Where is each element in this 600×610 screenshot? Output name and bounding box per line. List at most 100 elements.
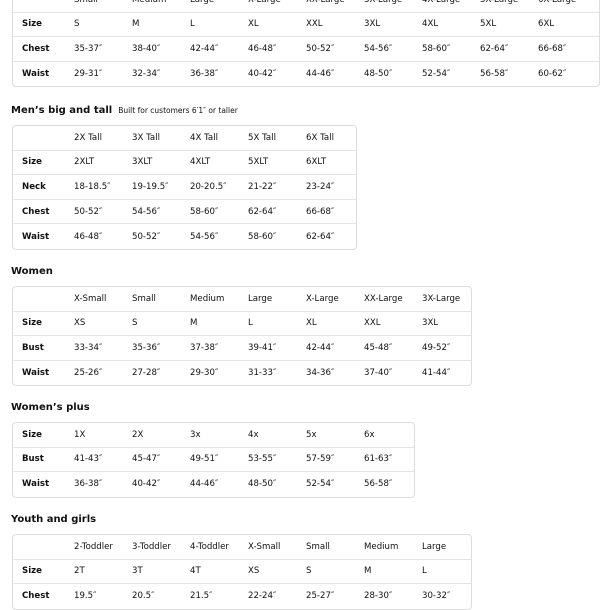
table-cell: 2T — [74, 566, 85, 577]
table-cell: 2XLT — [74, 157, 95, 168]
row-label: Chest — [22, 206, 50, 217]
table-cell: 6XLT — [306, 157, 327, 168]
table-cell: 53-55″ — [248, 454, 277, 465]
column-header: X-Large — [306, 293, 339, 304]
column-header: Small — [132, 293, 156, 304]
table-cell: 29-31″ — [74, 69, 103, 80]
table-cell: 35-37″ — [74, 43, 103, 54]
table-cell: 58-60″ — [422, 43, 451, 54]
table-cell: 66-68″ — [306, 206, 335, 217]
table-cell: L — [190, 19, 195, 30]
table-cell: 49-51″ — [190, 454, 219, 465]
section-title: Women’s plus — [11, 402, 90, 413]
row-label: Waist — [22, 479, 50, 490]
table-cell: 19.5″ — [74, 591, 97, 602]
row-label: Chest — [22, 43, 50, 54]
table-cell: 45-48″ — [364, 342, 393, 353]
table-cell: 25-26″ — [74, 368, 103, 379]
table-cell: 61-63″ — [364, 454, 393, 465]
table-cell: 4XLT — [190, 157, 211, 168]
table-cell: XS — [74, 318, 86, 329]
table-cell: S — [132, 318, 138, 329]
table-cell: 56-58″ — [364, 479, 393, 490]
table-cell: 1X — [74, 429, 86, 440]
table-cell: 58-60″ — [248, 231, 277, 242]
table-cell: 23-24″ — [306, 181, 335, 192]
header-row: 2-Toddler 3-Toddler 4-Toddler X-Small Small M… — [13, 535, 471, 560]
column-header: Medium — [364, 541, 399, 552]
table-cell: 37-40″ — [364, 368, 393, 379]
table-cell: 50-52″ — [306, 43, 335, 54]
section-title: Youth and girls — [11, 514, 96, 525]
table-cell: 52-54″ — [306, 479, 335, 490]
table-cell: 4XL — [422, 19, 439, 30]
table-cell: 50-52″ — [132, 231, 161, 242]
table-cell: 3T — [132, 566, 143, 577]
table-row: Size 1X 2X 3x 4x 5x 6x — [13, 423, 414, 448]
table-cell: 31-33″ — [248, 368, 277, 379]
size-table: 2X Tall 3X Tall 4X Tall 5X Tall 6X Tall Size 2… — [12, 125, 357, 250]
table-cell: 60-62″ — [538, 69, 567, 80]
size-table: X-Small Small Medium Large X-Large XX-Large 3X… — [12, 286, 472, 387]
column-header: 4X-Large — [422, 0, 460, 12]
column-header: 2X Tall — [74, 132, 102, 143]
column-header: Small — [306, 541, 330, 552]
table-cell: 66-68″ — [538, 43, 567, 54]
table-cell: 62-64″ — [248, 206, 277, 217]
table-cell: 46-48″ — [74, 231, 103, 242]
table-cell: 54-56″ — [190, 231, 219, 242]
table-cell: 46-48″ — [248, 43, 277, 54]
header-row: X-Small Small Medium Large X-Large XX-Large 3X… — [13, 287, 471, 312]
table-cell: 39-41″ — [248, 342, 277, 353]
table-cell: 48-50″ — [248, 479, 277, 490]
size-table: Size 1X 2X 3x 4x 5x 6x Bust 41-43″ 45-47″ 49-51″ 53… — [12, 422, 415, 498]
column-header: 3-Toddler — [132, 541, 171, 552]
table-row: Chest 19.5″ 20.5″ 21.5″ 22-24″ 25-27″ 28-30″ 30… — [13, 584, 471, 609]
table-row: Size 2XLT 3XLT 4XLT 5XLT 6XLT — [13, 151, 356, 176]
table-cell: 22-24″ — [248, 591, 277, 602]
table-cell: 21-22″ — [248, 181, 277, 192]
column-header: X-Small — [74, 293, 107, 304]
table-cell: 33-34″ — [74, 342, 103, 353]
table-cell: 44-46″ — [306, 69, 335, 80]
table-row: Bust 33-34″ 35-36″ 37-38″ 39-41″ 42-44″ 45-48″… — [13, 336, 471, 361]
table-row: Waist 36-38″ 40-42″ 44-46″ 48-50″ 52-54″ 56-58… — [13, 472, 414, 497]
table-cell: 5x — [306, 429, 317, 440]
table-row: Bust 41-43″ 45-47″ 49-51″ 53-55″ 57-59″ 61-63″ — [13, 448, 414, 473]
table-cell: 41-43″ — [74, 454, 103, 465]
table-cell: 45-47″ — [132, 454, 161, 465]
table-cell: 25-27″ — [306, 591, 335, 602]
table-cell: 3x — [190, 429, 201, 440]
table-cell: L — [248, 318, 253, 329]
table-cell: 30-32″ — [422, 591, 451, 602]
table-cell: S — [74, 19, 80, 30]
column-header: 6X-Large — [538, 0, 576, 12]
column-header: XX-Large — [306, 0, 345, 12]
column-header: X-Large — [248, 0, 281, 12]
table-cell: 41-44″ — [422, 368, 451, 379]
table-cell: 52-54″ — [422, 69, 451, 80]
table-cell: 40-42″ — [248, 69, 277, 80]
row-label: Size — [22, 429, 42, 440]
table-cell: XL — [306, 318, 317, 329]
table-cell: 5XLT — [248, 157, 269, 168]
column-header: 5X-Large — [480, 0, 518, 12]
table-cell: M — [132, 19, 140, 30]
table-cell: 54-56″ — [132, 206, 161, 217]
table-cell: 40-42″ — [132, 479, 161, 490]
table-row: Chest 35-37″ 38-40″ 42-44″ 46-48″ 50-52″ 54-56… — [13, 37, 599, 62]
table-cell: 6x — [364, 429, 375, 440]
row-label: Waist — [22, 231, 50, 242]
column-header: 3X-Large — [422, 293, 461, 304]
table-cell: S — [306, 566, 312, 577]
table-cell: XL — [248, 19, 259, 30]
table-cell: XXL — [306, 19, 323, 30]
row-label: Waist — [22, 368, 50, 379]
table-row: Size XS S M L XL XXL 3XL — [13, 312, 471, 337]
title-text: Men’s big and tall — [11, 105, 113, 116]
table-row: Waist 46-48″ 50-52″ 54-56″ 58-60″ 62-64″ — [13, 224, 356, 249]
table-cell: 20-20.5″ — [190, 181, 227, 192]
row-label: Chest — [22, 591, 50, 602]
column-header: Small — [74, 0, 98, 12]
